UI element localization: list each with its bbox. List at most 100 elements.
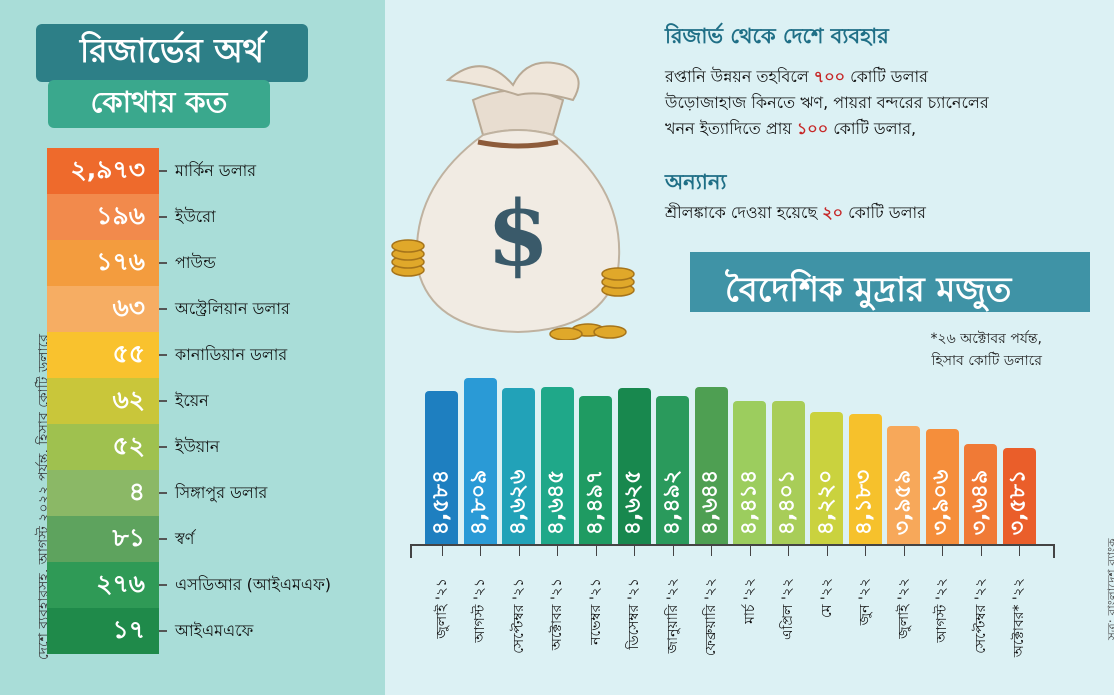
bar-value-label: ৩,৯৫৯: [890, 469, 915, 536]
month-tick: [1019, 546, 1020, 556]
month-label: সেপ্টেম্বর '২১: [510, 578, 527, 654]
month-tick: [942, 546, 943, 556]
bar-value-label: ৪,৪১৪: [736, 469, 761, 536]
currency-tick: [159, 170, 167, 172]
month-tick: [980, 546, 982, 556]
gold-coins: [391, 239, 635, 340]
currency-value: ৬২: [47, 378, 159, 424]
bar-value-label: ৩,৫৮১: [1005, 469, 1031, 536]
currency-tick: [159, 538, 167, 540]
bar-value-label: ৪,৬২৬: [505, 469, 530, 536]
other-line-unit: কোটি ডলার: [843, 203, 926, 222]
usage-line3-number: ১০০: [796, 119, 829, 138]
currency-name: ইয়েন: [175, 390, 209, 410]
bar-value-label: ৩,৯০৬: [928, 469, 954, 536]
month-label: সেপ্টেম্বর '২২: [972, 578, 989, 654]
currency-tick: [159, 308, 167, 310]
month-tick: [480, 546, 481, 556]
chart-note-line1: *২৬ অক্টোবর পর্যন্ত,: [930, 331, 1042, 347]
reserve-bar: [887, 426, 920, 544]
currency-name: সিঙ্গাপুর ডলার: [175, 482, 268, 502]
usage-paragraph: রপ্তানি উন্নয়ন তহবিলে ৭০০ কোটি ডলার উড়…: [665, 64, 1085, 142]
currency-name: কানাডিয়ান ডলার: [175, 344, 288, 364]
currency-tick: [159, 216, 167, 218]
currency-name: পাউন্ড: [175, 252, 216, 272]
month-tick: [518, 546, 520, 556]
reserve-bar: [617, 388, 651, 544]
usage-line1-unit: কোটি ডলার: [845, 67, 928, 86]
month-label: জুলাই '২২: [895, 578, 912, 639]
x-axis-right-end: [1053, 544, 1055, 558]
currency-name: মার্কিন ডলার: [175, 160, 257, 180]
other-line-number: ২০: [822, 203, 844, 222]
bar-value-label: ৪,১৮৩: [851, 469, 877, 536]
chart-title: বৈদেশিক মুদ্রার মজুত: [725, 270, 1012, 310]
bar-value-label: ৪,৬২৫: [620, 469, 646, 536]
bar-value-label: ৩,৬৪৯: [967, 469, 992, 536]
currency-value: ৪: [47, 470, 159, 516]
reserve-bar: [463, 378, 497, 544]
currency-name: আইএমএফে: [175, 620, 254, 640]
usage-line1-number: ৭০০: [813, 67, 846, 86]
currency-name: ইউরো: [175, 206, 216, 226]
reserve-bar: [540, 387, 574, 544]
currency-tick: [159, 630, 167, 632]
svg-text:$: $: [487, 181, 550, 287]
month-label: মে '২২: [818, 578, 835, 618]
currency-value: ১৭: [47, 608, 159, 654]
month-label: আগস্ট '২২: [934, 578, 950, 643]
x-axis-left-end: [410, 544, 412, 558]
month-tick: [826, 546, 828, 556]
reserve-title-line1: রিজার্ভের অর্থ: [36, 24, 308, 82]
month-tick: [711, 546, 712, 556]
currency-name: স্বর্ণ: [175, 528, 195, 548]
bar-value-label: ৪,৮০৯: [466, 469, 492, 536]
month-tick: [672, 546, 674, 556]
currency-tick: [159, 492, 167, 494]
month-label: ডিসেম্বর '২১: [626, 578, 642, 650]
chart-note-line2: হিসাব কোটি ডলারে: [931, 353, 1042, 369]
reserve-bar: [694, 387, 728, 544]
other-title: অন্যান্য: [665, 170, 727, 194]
month-label: জুলাই '২১: [433, 578, 450, 639]
reserve-bar: [964, 444, 997, 544]
currency-value: ৮১: [47, 516, 159, 562]
month-label: জুন '২২: [857, 578, 873, 626]
reserve-bar: [810, 411, 843, 544]
other-line: শ্রীলঙ্কাকে দেওয়া হয়েছে ২০ কোটি ডলার: [665, 200, 1085, 226]
money-bag-illustration: $: [391, 61, 635, 340]
currency-value: ১৯৬: [47, 194, 159, 240]
currency-value: ৫৫: [47, 332, 159, 378]
usage-line2: উড়োজাহাজ কিনতে ঋণ, পায়রা বন্দরের চ্যান…: [665, 93, 989, 112]
month-label: জানুয়ারি '২২: [664, 578, 681, 654]
currency-tick: [159, 584, 167, 586]
month-tick: [634, 546, 635, 556]
currency-value: ২৭৬: [47, 562, 159, 608]
month-label: ফেব্রুয়ারি '২২: [703, 578, 719, 657]
reserve-bar: [733, 400, 766, 544]
currency-tick: [159, 262, 167, 264]
usage-line3: খনন ইত্যাদিতে প্রায় ১০০ কোটি ডলার,: [665, 116, 1085, 142]
reserve-bar: [425, 390, 458, 544]
currency-value: ৫২: [47, 424, 159, 470]
currency-name: অস্ট্রেলিয়ান ডলার: [175, 298, 290, 318]
currency-value: ১৭৬: [47, 240, 159, 286]
x-axis-line: [410, 544, 1055, 546]
usage-line3-text: খনন ইত্যাদিতে প্রায়: [665, 119, 797, 138]
currency-name: ইউয়ান: [175, 436, 220, 456]
month-tick: [903, 546, 905, 556]
bar-value-label: ৪,৪৯২: [659, 469, 684, 536]
currency-value: ৬৩: [47, 286, 159, 332]
month-label: অক্টোবর* '২২: [1011, 578, 1027, 658]
usage-line3-unit: কোটি ডলার,: [828, 119, 917, 138]
month-tick: [557, 546, 558, 556]
month-label: নভেম্বর '২১: [587, 578, 604, 645]
usage-title: রিজার্ভ থেকে দেশে ব্যবহার: [665, 24, 889, 48]
bar-value-label: ৪,৬৪৪: [697, 469, 723, 536]
currency-name: এসডিআর (আইএমএফ): [175, 574, 332, 594]
chart-note: *২৬ অক্টোবর পর্যন্ত, হিসাব কোটি ডলারে: [870, 328, 1042, 372]
reserve-bar: [1002, 448, 1036, 544]
reserve-bar: [771, 401, 805, 544]
month-tick: [749, 546, 751, 556]
reserve-bar: [848, 413, 882, 544]
